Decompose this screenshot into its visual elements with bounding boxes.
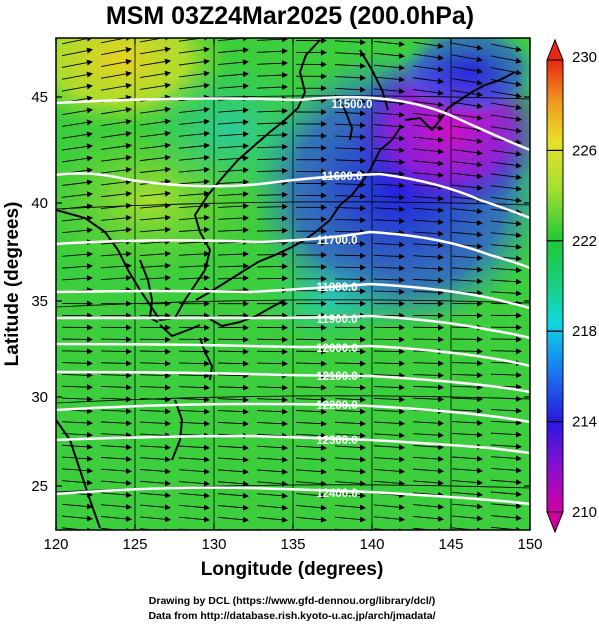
x-tick-label: 125	[122, 536, 147, 553]
contour-label: 12400.0	[316, 488, 358, 500]
x-tick-label: 135	[280, 536, 305, 553]
height-contour	[56, 314, 530, 340]
colorbar-tick-label: 210	[572, 504, 597, 521]
y-axis-ticks: 25 30 35 40 45	[31, 89, 530, 495]
contour-label: 11700.0	[317, 235, 358, 247]
y-axis-label: Latitude (degrees)	[2, 202, 23, 367]
colorbar-scale	[546, 59, 564, 513]
colorbar: 210 214 218 222 226 230	[546, 38, 597, 534]
x-axis-label: Longitude (degrees)	[201, 559, 384, 580]
height-contour	[56, 342, 530, 368]
map-plot-area: 11500.0 11600.0 11700.0 11800.0 11900.0 12000…	[56, 38, 530, 530]
y-tick-label: 35	[31, 293, 48, 310]
contour-label: 12300.0	[316, 435, 358, 447]
contour-label: 12000.0	[316, 343, 358, 355]
contour-label: 12100.0	[316, 371, 358, 383]
y-tick-label: 25	[31, 478, 48, 495]
height-contour	[56, 486, 530, 506]
height-contour	[56, 95, 530, 152]
colorbar-tick-label: 218	[572, 323, 597, 340]
contour-label: 12200.0	[316, 400, 358, 412]
colorbar-tick-label: 222	[572, 233, 597, 250]
x-tick-label: 145	[438, 536, 463, 553]
height-contour	[56, 230, 530, 270]
colorbar-min-triangle	[546, 511, 564, 534]
y-tick-label: 40	[31, 195, 48, 212]
credit-data: Data from http://database.rish.kyoto-u.a…	[148, 610, 435, 622]
contour-label: 11500.0	[332, 99, 373, 111]
height-contour	[56, 282, 530, 310]
contour-label: 11900.0	[317, 314, 358, 326]
map-title: MSM 03Z24Mar2025 (200.0hPa)	[106, 2, 474, 30]
contour-label: 11800.0	[317, 282, 358, 294]
height-contour	[56, 402, 530, 424]
height-contour	[56, 172, 530, 220]
x-tick-label: 130	[201, 536, 226, 553]
colorbar-tick-label: 230	[572, 49, 597, 66]
contour-label: 11600.0	[322, 171, 363, 183]
x-axis-ticks: 120 125 130 135 140 145 150	[43, 38, 543, 553]
height-contour	[56, 434, 530, 455]
y-tick-label: 45	[31, 89, 48, 106]
height-contour	[56, 370, 530, 394]
x-tick-label: 120	[43, 536, 68, 553]
colorbar-tick-label: 226	[572, 142, 597, 159]
colorbar-tick-label: 214	[572, 414, 597, 431]
lat-lon-grid	[56, 38, 530, 530]
geopotential-height-contours: 11500.0 11600.0 11700.0 11800.0 11900.0 12000…	[56, 95, 530, 506]
colorbar-max-triangle	[546, 38, 564, 61]
y-tick-label: 30	[31, 389, 48, 406]
credit-drawing: Drawing by DCL (https://www.gfd-dennou.o…	[149, 595, 435, 607]
x-tick-label: 150	[517, 536, 542, 553]
x-tick-label: 140	[359, 536, 384, 553]
